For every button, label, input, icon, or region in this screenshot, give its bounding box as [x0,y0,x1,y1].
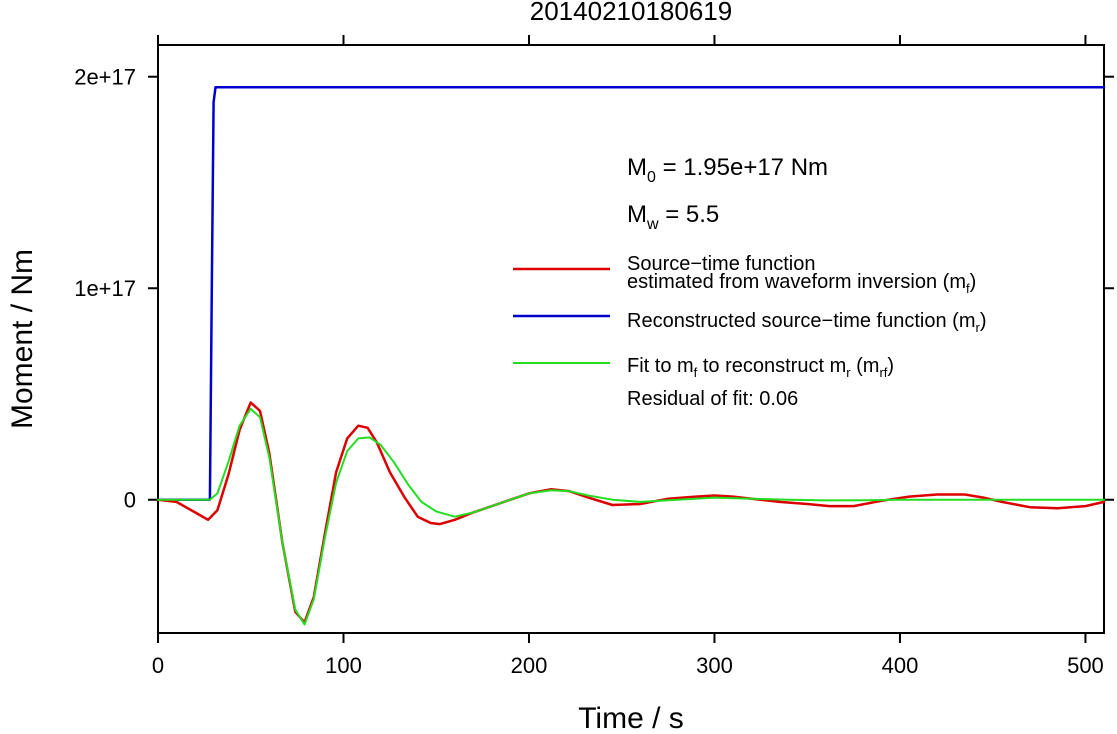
x-tick-label: 400 [882,653,919,678]
legend-green-sub3: rf [879,365,887,380]
legend-blue-sub: r [976,320,981,335]
y-tick-label: 1e+17 [74,276,136,301]
m0-annotation: M0 = 1.95e+17 Nm [627,154,828,186]
plot-frame [157,44,1105,634]
legend-green-b: to reconstruct m [697,355,846,377]
legend-red-text: estimated from waveform inversion (m [627,271,966,293]
x-axis-label: Time / s [578,702,684,734]
legend-label-blue: Reconstructed source−time function (mr) [627,310,987,335]
mw-subscript: w [646,216,659,233]
residual-annotation: Residual of fit: 0.06 [627,388,798,410]
m0-value: = 1.95e+17 Nm [656,154,828,181]
series-line-mf [156,401,1106,624]
y-tick-label: 0 [124,488,136,513]
m0-subscript: 0 [647,169,656,186]
x-tick-label: 100 [325,653,362,678]
x-tick-label: 200 [511,653,548,678]
legend-blue-text: Reconstructed source−time function (m [627,310,976,332]
legend: Source−time function estimated from wave… [513,253,987,410]
legend-green-end: ) [887,355,894,377]
mw-annotation: Mw = 5.5 [627,201,719,233]
legend-green-sub1: f [694,365,698,380]
y-tick-label: 2e+17 [74,65,136,90]
x-tick-label: 0 [152,653,164,678]
legend-red-end: ) [970,271,977,293]
mw-value: = 5.5 [659,201,720,228]
legend-label-red-line1: Source−time function [627,253,815,275]
legend-label-green: Fit to mf to reconstruct mr (mrf) [627,355,894,380]
chart-title: 20140210180619 [530,0,732,26]
x-tick-label: 300 [696,653,733,678]
series-line-mrf [157,407,1105,626]
legend-green-a: Fit to m [627,355,694,377]
mw-symbol: M [627,201,647,228]
y-axis-label: Moment / Nm [6,249,39,429]
legend-green-c: (m [851,355,880,377]
m0-symbol: M [627,154,647,181]
legend-label-red-line2: estimated from waveform inversion (mf) [627,271,976,296]
legend-blue-end: ) [980,310,987,332]
axis-ticks: 0 100 200 300 400 500 0 1e+17 2e+17 [74,35,1114,678]
series-line-mr [156,86,1106,501]
legend-red-sub: f [966,281,970,296]
legend-green-sub2: r [846,365,851,380]
series-lines [156,86,1106,626]
x-tick-label: 500 [1067,653,1104,678]
